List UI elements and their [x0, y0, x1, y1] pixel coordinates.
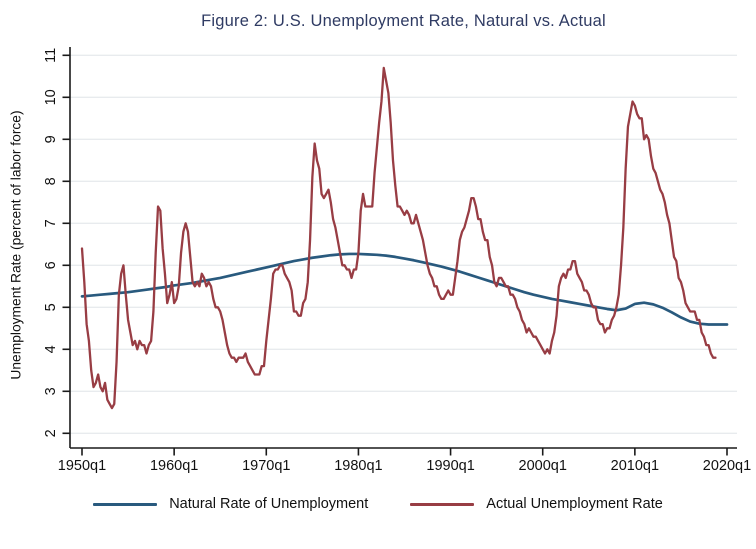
legend-entry-natural-rate: Natural Rate of Unemployment: [93, 496, 368, 512]
natural-rate-line: [80, 252, 729, 326]
x-tick-label: 1990q1: [426, 458, 474, 474]
y-tick-label: 2: [43, 429, 59, 437]
x-tick-label: 2000q1: [519, 458, 567, 474]
legend-label-actual-rate: Actual Unemployment Rate: [486, 496, 663, 512]
chart-title: Figure 2: U.S. Unemployment Rate, Natura…: [201, 12, 606, 30]
y-tick-label: 6: [43, 261, 59, 269]
y-tick-label: 4: [43, 345, 59, 353]
x-tick-label: 1960q1: [150, 458, 198, 474]
natural-rate-line-swatch: [93, 502, 158, 506]
actual-rate-line-swatch: [410, 502, 475, 506]
y-tick-label: 11: [43, 48, 59, 63]
y-tick-label: 10: [43, 89, 59, 105]
legend: Natural Rate of Unemployment Actual Unem…: [0, 496, 756, 512]
actual-rate-line: [80, 66, 717, 410]
y-tick-label: 8: [43, 177, 59, 185]
x-tick-label: 1970q1: [242, 458, 290, 474]
x-tick-label: 1950q1: [58, 458, 106, 474]
x-tick-label: 2010q1: [611, 458, 659, 474]
legend-entry-actual-rate: Actual Unemployment Rate: [410, 496, 663, 512]
y-tick-label: 5: [43, 303, 59, 311]
y-tick-label: 3: [43, 387, 59, 395]
y-tick-label: 9: [43, 135, 59, 143]
x-tick-label: 2020q1: [703, 458, 751, 474]
y-tick-label: 7: [43, 219, 59, 227]
x-tick-label: 1980q1: [334, 458, 382, 474]
legend-label-natural-rate: Natural Rate of Unemployment: [169, 496, 369, 512]
plot-area: 2 3 4 5 6 7 8 9 10 11 1950q1 1960q1 1970q1 1980q1 1990…: [43, 47, 751, 474]
